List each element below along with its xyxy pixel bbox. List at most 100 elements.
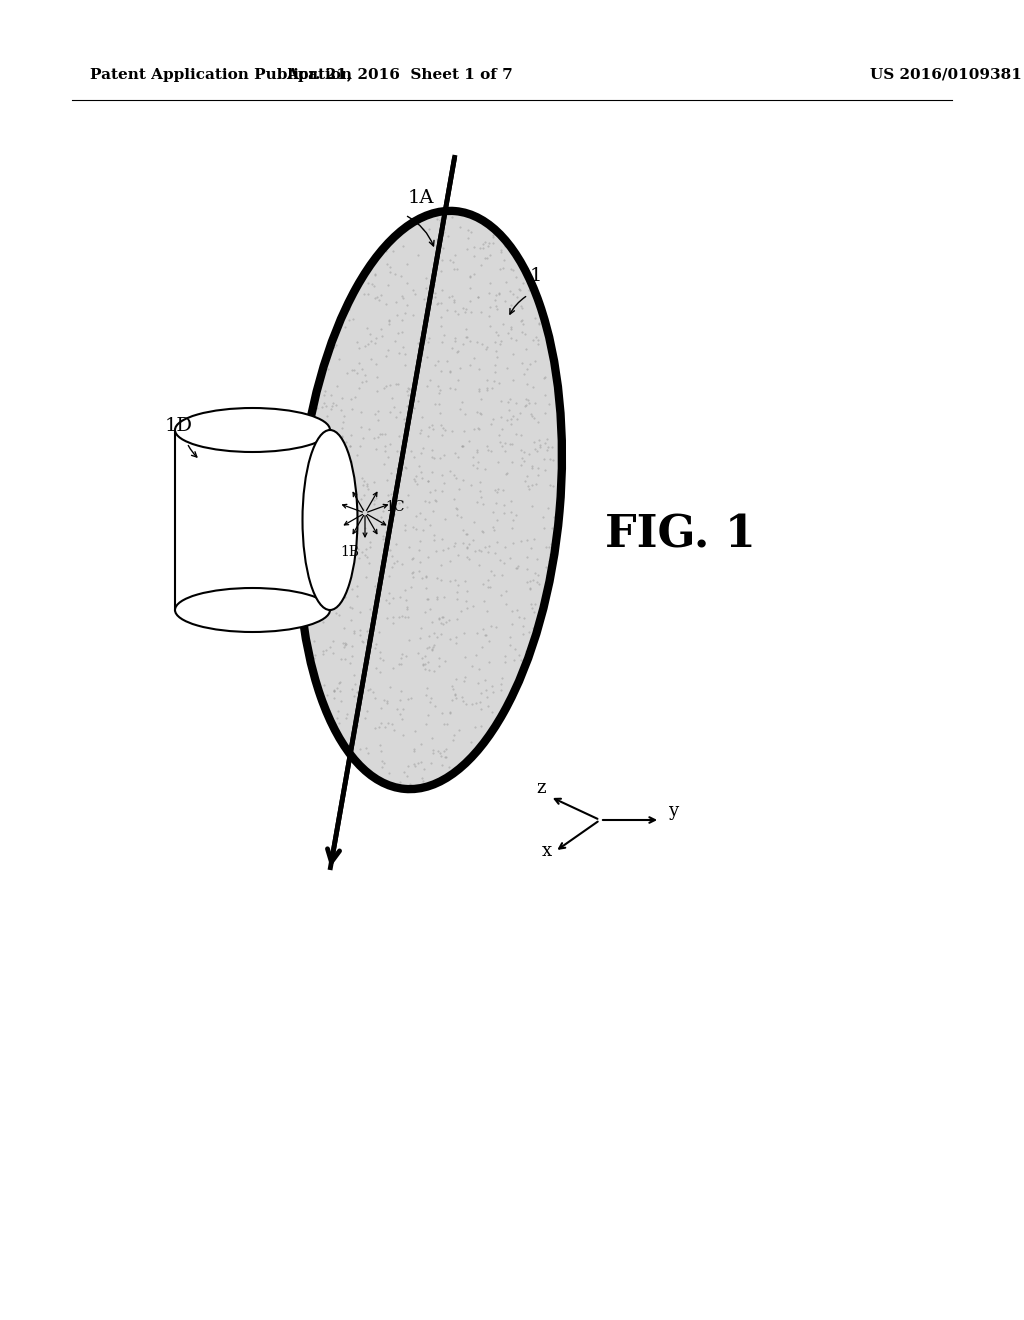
Ellipse shape [302,430,357,610]
Point [411,540,427,561]
Point [313,541,330,562]
Point [474,520,490,541]
Point [351,436,368,457]
Point [455,533,471,554]
Point [420,704,436,725]
Point [328,395,344,416]
Point [436,445,453,466]
Point [526,408,543,429]
Point [449,589,465,610]
Point [497,236,513,257]
Point [331,449,347,470]
Point [366,681,382,702]
Point [427,393,443,414]
Point [322,499,338,520]
Point [375,525,391,546]
Point [542,449,558,470]
Point [370,426,386,447]
Point [541,550,557,572]
Point [487,321,504,342]
Point [300,483,316,504]
Point [388,533,404,554]
Point [447,668,464,689]
Point [334,446,350,467]
Point [508,393,524,414]
Text: z: z [537,779,546,797]
Point [489,346,506,367]
Point [413,461,429,482]
Point [376,752,392,774]
Point [509,557,525,578]
Point [521,577,538,598]
Point [294,533,310,554]
Point [349,444,366,465]
Point [425,636,441,657]
Point [411,455,427,477]
Point [527,326,544,347]
Point [457,647,473,668]
Point [377,436,393,457]
Point [489,510,506,531]
Point [530,330,547,351]
Point [385,606,401,627]
Point [410,474,426,495]
Point [450,341,466,362]
Point [370,400,386,421]
Point [477,536,494,557]
Point [347,673,364,694]
Point [331,711,347,733]
Point [311,441,328,462]
Point [309,397,326,418]
Point [456,421,472,442]
Point [477,232,494,253]
Point [486,565,503,586]
Point [529,548,546,569]
Point [545,449,561,470]
Point [364,628,380,649]
Point [349,714,366,735]
Point [331,529,347,550]
Point [536,447,552,469]
Point [366,494,382,515]
Point [461,548,477,569]
Point [443,206,460,227]
Point [389,304,406,325]
Point [294,520,310,541]
Point [431,609,447,630]
Point [366,620,382,642]
Point [307,577,324,598]
Point [516,363,532,384]
Point [475,238,492,259]
Point [389,698,406,719]
Point [446,725,463,746]
Point [379,692,395,713]
Point [521,622,538,643]
Point [354,474,371,495]
Point [522,404,539,425]
Point [505,510,521,531]
Point [450,609,466,630]
Point [384,545,400,566]
Point [329,491,345,512]
Point [383,714,399,735]
Point [527,438,544,459]
Point [465,529,481,550]
Point [396,408,413,429]
Point [443,420,460,441]
Point [539,440,555,461]
Point [459,239,475,260]
Point [514,615,530,636]
Point [318,405,335,426]
Point [482,576,499,597]
Point [547,520,563,541]
Point [465,446,481,467]
Text: y: y [668,803,678,820]
Point [447,627,464,648]
Point [490,372,507,393]
Text: 1B: 1B [340,545,359,558]
Point [329,708,345,729]
Point [342,513,358,535]
Point [528,474,545,495]
Point [430,383,446,404]
Point [442,701,459,722]
